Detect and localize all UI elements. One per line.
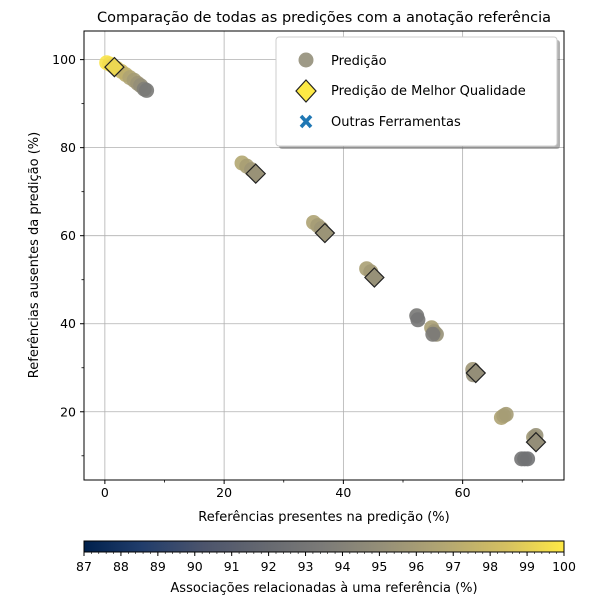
colorbar-tick-label: 89: [150, 559, 166, 574]
best-prediction-point: [465, 362, 487, 384]
y-tick-label: 60: [60, 228, 76, 243]
colorbar-tick-label: 87: [76, 559, 92, 574]
legend-label-outras-ferramentas: Outras Ferramentas: [331, 115, 461, 130]
colorbar-tick-label: 88: [113, 559, 129, 574]
best-prediction-point: [104, 56, 125, 78]
colorbar-tick-label: 91: [224, 559, 240, 574]
colorbar-ticks: 87 88 89 90 91 92 93 94 95 96 97 98 99 100: [76, 552, 576, 574]
legend-label-predicao: Predição: [331, 54, 387, 69]
best-prediction-point: [364, 267, 385, 288]
colorbar-tick-label: 94: [335, 559, 351, 574]
y-axis-label: Referências ausentes da predição (%): [27, 132, 42, 378]
best-prediction-point: [314, 222, 336, 244]
colorbar-tick-label: 95: [371, 559, 387, 574]
x-tick-label: 60: [455, 485, 471, 500]
y-tick-label: 80: [60, 140, 76, 155]
legend: Predição Predição de Melhor Qualidade Ou…: [275, 36, 560, 149]
prediction-point: [498, 406, 514, 422]
prediction-point: [520, 451, 536, 467]
colorbar-tick-label: 98: [482, 559, 498, 574]
colorbar-tick-label: 97: [445, 559, 461, 574]
x-axis-label: Referências presentes na predição (%): [198, 510, 449, 525]
y-tick-label: 100: [52, 52, 76, 67]
prediction-point: [410, 312, 426, 328]
colorbar-tick-label: 92: [261, 559, 277, 574]
best-prediction-point: [525, 431, 547, 453]
x-tick-label: 0: [101, 485, 109, 500]
colorbar-tick-label: 100: [552, 559, 576, 574]
colorbar-tick-label: 90: [187, 559, 203, 574]
colorbar-tick-label: 93: [298, 559, 314, 574]
legend-label-melhor-qualidade: Predição de Melhor Qualidade: [331, 84, 526, 99]
legend-circle-marker: [298, 52, 314, 68]
chart-title: Comparação de todas as predições com a a…: [97, 10, 551, 26]
colorbar: [83, 540, 565, 553]
legend-x-marker: [299, 114, 313, 129]
colorbar-label: Associações relacionadas à uma referênci…: [170, 581, 477, 596]
y-tick-label: 20: [60, 404, 76, 419]
axis-ticks: 0 20 40 60 20 40 60 80 100: [52, 52, 523, 500]
plot-points: [99, 55, 547, 467]
best-prediction-point: [245, 163, 267, 184]
legend-box: [275, 36, 558, 147]
colorbar-tick-label: 96: [408, 559, 424, 574]
x-tick-label: 20: [216, 485, 232, 500]
x-tick-label: 40: [335, 485, 351, 500]
colorbar-tick-label: 99: [519, 559, 535, 574]
prediction-point: [425, 326, 441, 342]
y-tick-label: 40: [60, 316, 76, 331]
plot-frame: [83, 30, 565, 481]
legend-diamond-marker: [295, 79, 317, 103]
prediction-point: [139, 82, 155, 98]
